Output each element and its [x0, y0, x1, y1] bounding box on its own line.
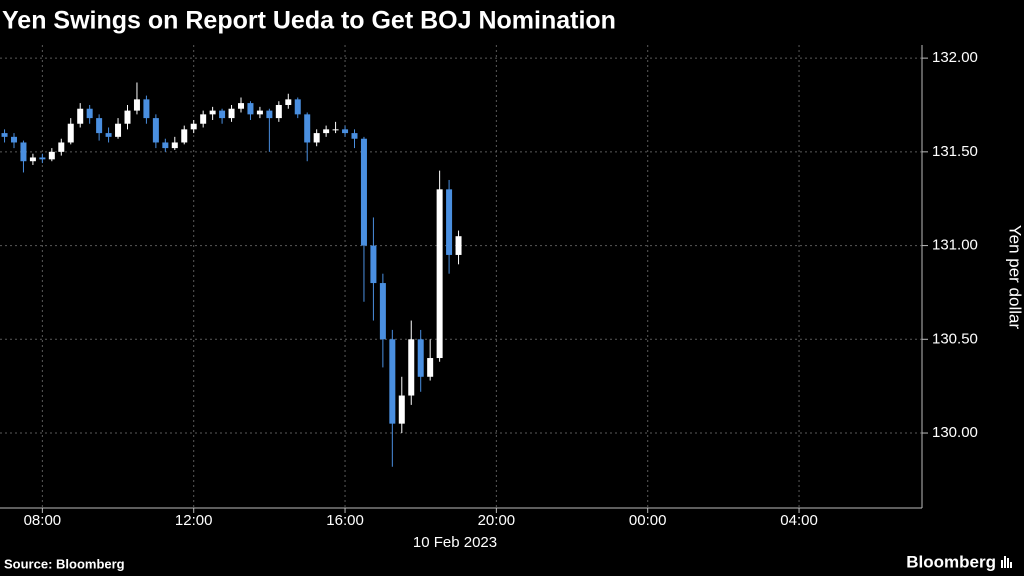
candle-body	[379, 283, 386, 340]
candle-body	[124, 110, 131, 124]
candle-body	[219, 110, 226, 119]
candle-body	[247, 103, 254, 115]
candle-body	[285, 99, 292, 105]
x-tick-label: 20:00	[478, 512, 516, 529]
candle-body	[133, 99, 140, 111]
candle-body	[351, 133, 358, 139]
candle-body	[389, 339, 396, 424]
candle-body	[105, 133, 112, 137]
y-tick-label: 131.00	[932, 237, 978, 254]
candle-body	[171, 142, 178, 149]
candle-body	[190, 123, 197, 130]
candle-body	[436, 189, 443, 359]
source: Source: Bloomberg	[4, 556, 125, 571]
candle-body	[370, 245, 377, 284]
candle-body	[332, 129, 339, 131]
y-axis-label: Yen per dollar	[1006, 225, 1024, 330]
candle-body	[162, 142, 169, 149]
candle-body	[446, 189, 453, 255]
candle-body	[228, 108, 235, 119]
candle-body	[360, 138, 367, 246]
candle-body	[209, 110, 216, 115]
candle-body	[256, 110, 263, 115]
x-tick-label: 04:00	[780, 512, 818, 529]
candle-body	[39, 157, 46, 160]
candle-body	[200, 114, 207, 124]
candle-body	[77, 108, 84, 124]
candle-body	[48, 151, 55, 160]
y-tick-label: 131.50	[932, 143, 978, 160]
candle-body	[323, 129, 330, 134]
candle-body	[455, 236, 462, 255]
candle-body	[275, 104, 282, 119]
candle-body	[304, 114, 311, 143]
candle-body	[266, 110, 273, 119]
candle-body	[181, 129, 188, 143]
candle-body	[86, 108, 93, 119]
candle-body	[342, 129, 349, 134]
candle-body	[398, 395, 405, 424]
candle-body	[58, 142, 65, 152]
brand-icon	[1001, 556, 1012, 568]
candle-body	[313, 133, 320, 143]
chart-title: Yen Swings on Report Ueda to Get BOJ Nom…	[2, 7, 616, 35]
candle-body	[143, 99, 150, 119]
candle-body	[408, 339, 415, 396]
y-tick-label: 130.50	[932, 330, 978, 347]
y-tick-label: 130.00	[932, 424, 978, 441]
candle-body	[417, 339, 424, 377]
candle-body	[67, 123, 74, 143]
candle-body	[115, 123, 122, 137]
x-axis-label: 10 Feb 2023	[413, 534, 497, 551]
x-tick-label: 08:00	[24, 512, 62, 529]
candle-body	[1, 133, 8, 137]
candle-body	[10, 136, 17, 143]
y-tick-label: 132.00	[932, 49, 978, 66]
x-tick-label: 16:00	[326, 512, 364, 529]
candle-body	[427, 358, 434, 377]
brand: Bloomberg	[906, 552, 996, 571]
x-tick-label: 12:00	[175, 512, 213, 529]
candle-body	[294, 99, 301, 115]
candle-body	[237, 103, 244, 109]
candle-body	[20, 142, 27, 162]
x-tick-label: 00:00	[629, 512, 667, 529]
candle-body	[152, 118, 159, 143]
candle-body	[96, 118, 103, 134]
candle-body	[29, 157, 36, 162]
